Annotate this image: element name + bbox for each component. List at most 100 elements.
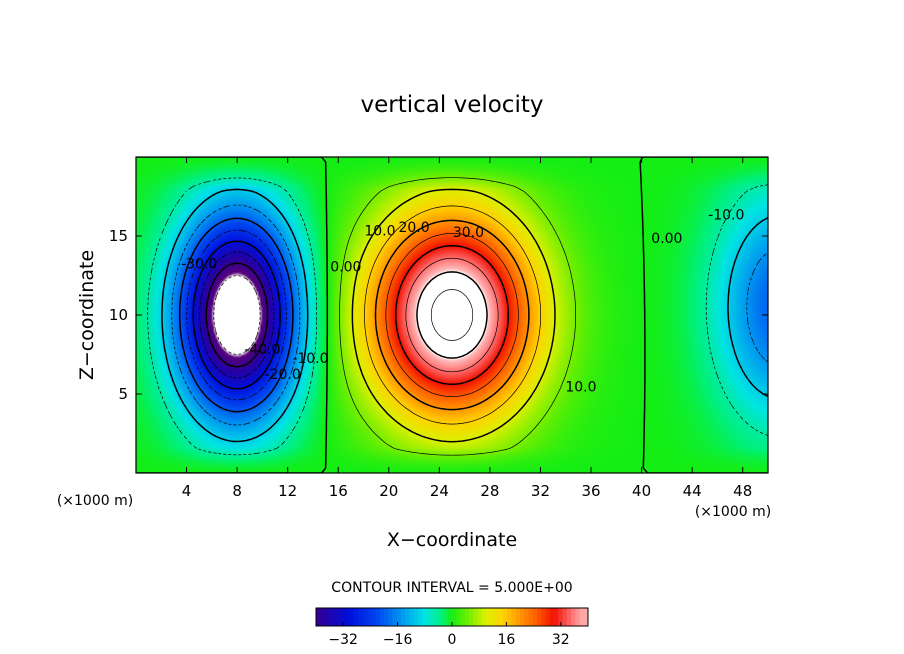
contour-line <box>178 217 294 413</box>
contour-line <box>136 157 768 473</box>
colorbar-segment <box>477 608 483 626</box>
colorbar-segment <box>503 608 508 626</box>
y-axis-ticks: 5 10 15 <box>109 227 768 403</box>
contour-label: 0.00 <box>651 231 682 247</box>
colorbar: −32 −16 0 16 32 <box>315 607 589 648</box>
colorbar-segment <box>486 608 491 626</box>
contour-label: -10.0 <box>292 351 328 367</box>
colorbar-segment <box>426 608 432 626</box>
colorbar-segment <box>452 608 457 626</box>
colorbar-segment <box>333 608 338 626</box>
x-unit-left: (×1000 m) <box>57 493 133 509</box>
colorbar-segment <box>545 608 551 626</box>
colorbar-segment <box>554 608 559 626</box>
contour-line <box>416 271 488 359</box>
contour-label: 10.0 <box>364 223 395 239</box>
contour-label: -30.0 <box>181 256 217 272</box>
colorbar-segment <box>392 608 398 626</box>
colorbar-segments <box>315 607 589 627</box>
contour-label: 30.0 <box>453 225 484 241</box>
colorbar-segment <box>541 608 546 626</box>
colorbar-segment <box>379 608 385 626</box>
colorbar-segment <box>320 608 325 626</box>
colorbar-segment <box>464 608 470 626</box>
x-tick-label: 8 <box>232 482 242 500</box>
chart-title: vertical velocity <box>361 92 544 118</box>
x-unit-right: (×1000 m) <box>695 504 771 520</box>
contour-line <box>394 244 510 386</box>
colorbar-segment <box>384 608 389 626</box>
colorbar-segment <box>443 608 449 626</box>
contour-line <box>147 177 768 456</box>
x-axis-ticks: 4 8 12 16 20 24 28 32 36 40 44 48 <box>182 157 752 500</box>
contour-line <box>364 205 542 425</box>
contour-line <box>205 262 269 368</box>
colorbar-segment <box>337 608 342 626</box>
x-tick-label: 16 <box>329 482 348 500</box>
contour-line <box>405 257 499 373</box>
colorbar-segment <box>375 608 381 626</box>
contour-label: 10.0 <box>565 380 596 396</box>
x-tick-label: 28 <box>480 482 499 500</box>
colorbar-segment <box>579 608 585 626</box>
x-tick-label: 4 <box>182 482 192 500</box>
colorbar-segment <box>328 608 334 626</box>
contour-line <box>186 229 287 401</box>
colorbar-segment <box>528 608 534 626</box>
colorbar-tick-label: 16 <box>497 632 515 648</box>
colorbar-segment <box>566 608 572 626</box>
colorbar-segment <box>447 608 453 626</box>
colorbar-segment <box>571 608 576 626</box>
contour-label: -40.0 <box>244 342 280 358</box>
colorbar-segment <box>316 608 321 626</box>
colorbar-segment <box>345 608 351 626</box>
contour-line <box>385 232 519 398</box>
colorbar-segment <box>481 608 487 626</box>
contour-label: -20.0 <box>265 367 301 383</box>
colorbar-segment <box>388 608 393 626</box>
colorbar-segment <box>430 608 436 626</box>
colorbar-tick-label: −16 <box>383 632 413 648</box>
y-tick-label: 5 <box>118 385 128 403</box>
contour-line <box>192 240 281 390</box>
contour-line <box>213 275 261 355</box>
colorbar-segment <box>520 608 525 626</box>
contour-label: -10.0 <box>708 207 744 223</box>
colorbar-segment <box>324 608 330 626</box>
colorbar-segment <box>367 608 372 626</box>
y-axis-label: Z−coordinate <box>76 250 98 380</box>
contour-line <box>374 219 530 411</box>
colorbar-segment <box>469 608 474 626</box>
velocity-field <box>136 157 768 473</box>
colorbar-segment <box>498 608 504 626</box>
colorbar-segment <box>358 608 364 626</box>
colorbar-segment <box>549 608 555 626</box>
colorbar-segment <box>439 608 444 626</box>
contour-line <box>339 177 576 456</box>
colorbar-segment <box>562 608 568 626</box>
colorbar-ticks: −32 −16 0 16 32 <box>328 622 570 648</box>
colorbar-segment <box>350 608 355 626</box>
contour-line <box>171 204 768 426</box>
colorbar-segment <box>524 608 529 626</box>
colorbar-segment <box>494 608 500 626</box>
x-tick-label: 44 <box>683 482 702 500</box>
colorbar-segment <box>405 608 410 626</box>
colorbar-tick-label: −32 <box>328 632 358 648</box>
contour-label: 20.0 <box>398 220 429 236</box>
colorbar-tick-label: 32 <box>552 632 570 648</box>
y-tick-label: 10 <box>109 306 128 324</box>
colorbar-segment <box>354 608 359 626</box>
x-tick-label: 36 <box>581 482 600 500</box>
colorbar-segment <box>371 608 376 626</box>
x-tick-label: 20 <box>379 482 398 500</box>
contour-line <box>161 188 768 443</box>
colorbar-segment <box>422 608 427 626</box>
x-tick-label: 48 <box>733 482 752 500</box>
colorbar-segment <box>532 608 538 626</box>
x-tick-label: 40 <box>632 482 651 500</box>
x-axis-label: X−coordinate <box>387 529 517 551</box>
x-tick-label: 32 <box>531 482 550 500</box>
